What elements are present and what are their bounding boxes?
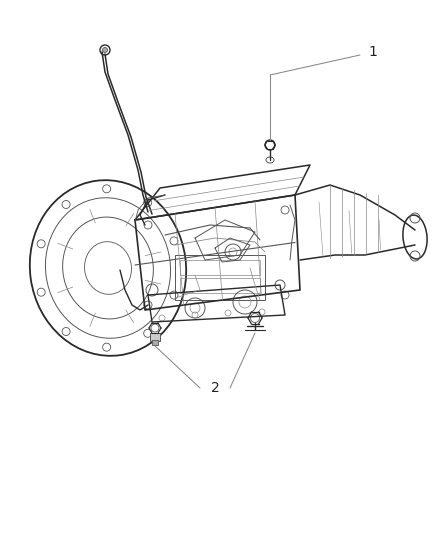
Bar: [180, 278, 260, 293]
Bar: [175, 255, 265, 300]
Bar: [150, 333, 160, 341]
Bar: [180, 260, 260, 275]
Circle shape: [102, 47, 107, 52]
Bar: [152, 340, 158, 345]
Text: 1: 1: [368, 45, 377, 59]
Text: 2: 2: [211, 381, 219, 395]
